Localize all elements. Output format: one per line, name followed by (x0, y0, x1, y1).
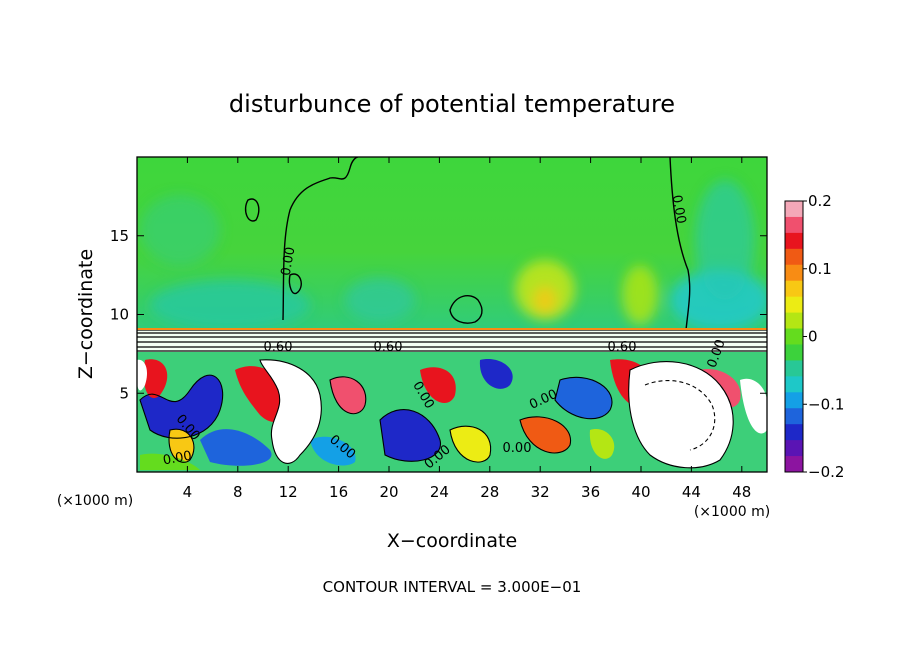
x-axis: 4 8 12 16 20 24 28 32 36 40 44 48 (183, 157, 751, 501)
x-axis-title: X−coordinate (387, 530, 517, 552)
colorbar-swatch (785, 232, 803, 250)
colorbar-swatch (785, 360, 803, 377)
colorbar-swatch (785, 456, 803, 473)
x-tick-label: 28 (480, 483, 499, 501)
colorbar-swatch (785, 280, 803, 298)
colorbar-swatch (785, 424, 803, 441)
x-tick-label: 44 (682, 483, 701, 501)
contour-label: 0.60 (374, 340, 403, 355)
contour-label: 0.60 (608, 340, 637, 355)
inversion-band (137, 328, 767, 352)
x-tick-label: 20 (379, 483, 398, 501)
colorbar-tick-label: 0.2 (808, 192, 832, 210)
x-tick-label: 36 (581, 483, 600, 501)
colorbar-swatch (785, 264, 803, 282)
y-tick-label: 5 (119, 384, 129, 402)
colorbar-swatch (785, 344, 803, 361)
contour-label: 0.60 (264, 340, 293, 355)
y-tick-label: 10 (110, 306, 129, 324)
upper-layer-contours (244, 157, 691, 331)
contour-label: 0.00 (503, 441, 532, 456)
x-tick-label: 32 (531, 483, 550, 501)
y-tick-label: 15 (110, 227, 129, 245)
contour-interval-note: CONTOUR INTERVAL = 3.000E−01 (323, 578, 582, 596)
colorbar-swatch (785, 392, 803, 409)
x-tick-label: 48 (732, 483, 751, 501)
contour-label: 0.00 (162, 449, 193, 469)
colorbar-tick-label: 0 (808, 328, 818, 346)
colorbar-swatch (785, 201, 803, 218)
colorbar-swatch (785, 216, 803, 234)
lower-layer-field (137, 352, 767, 472)
x-tick-label: 4 (183, 483, 193, 501)
colorbar-swatch (785, 376, 803, 393)
x-tick-label: 40 (631, 483, 650, 501)
plot-area (137, 157, 767, 472)
colorbar-swatch (785, 296, 803, 314)
contour-label: 0.00 (669, 194, 689, 225)
x-tick-label: 16 (329, 483, 348, 501)
x-tick-label: 12 (279, 483, 298, 501)
colorbar-tick-label: 0.1 (808, 260, 832, 278)
chart-title: disturbunce of potential temperature (229, 90, 675, 118)
colorbar-swatch (785, 440, 803, 457)
colorbar-swatch (785, 312, 803, 330)
x-tick-label: 24 (430, 483, 449, 501)
colorbar-tick-label: −0.1 (808, 395, 844, 413)
colorbar: 0.2 0.1 0 −0.1 −0.2 (784, 192, 844, 481)
x-tick-label: 8 (233, 483, 243, 501)
contour-label: 0.00 (279, 246, 299, 277)
colorbar-tick-label: −0.2 (808, 463, 844, 481)
colorbar-swatch (785, 248, 803, 266)
y-axis-title: Z−coordinate (75, 249, 97, 379)
colorbar-swatch (785, 408, 803, 425)
upper-layer-patches (140, 180, 767, 330)
y-axis: 5 10 15 (110, 227, 767, 402)
lower-layer-contours (139, 359, 734, 469)
x-unit-label: (×1000 m) (57, 493, 133, 509)
x-unit-label-right: (×1000 m) (694, 504, 770, 520)
colorbar-swatch (785, 328, 803, 345)
